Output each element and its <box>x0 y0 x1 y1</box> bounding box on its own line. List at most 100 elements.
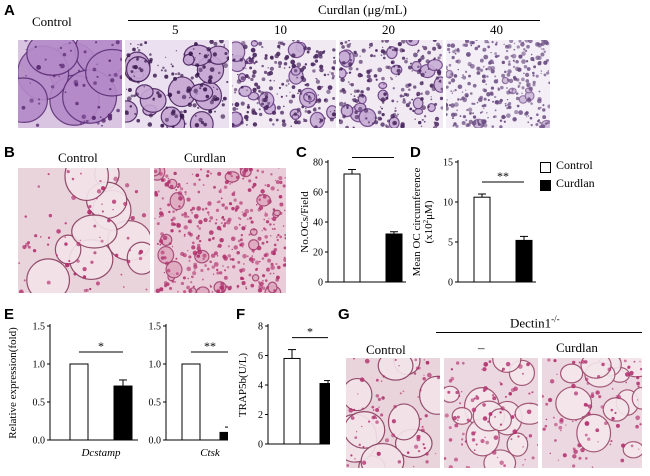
cell-nucleus <box>290 125 292 127</box>
cell-nucleus <box>300 75 305 80</box>
cell-nucleus <box>270 173 273 176</box>
cell-nucleus <box>485 68 488 71</box>
cell-nucleus <box>388 46 392 49</box>
cell-nucleus <box>397 65 401 69</box>
y-tick-label: 0 <box>258 440 263 451</box>
cell-nucleus <box>600 405 604 409</box>
micrograph-texture <box>125 40 229 128</box>
cell-nucleus <box>554 439 557 442</box>
micrograph-texture <box>444 358 538 468</box>
cell-nucleus <box>205 174 210 178</box>
cell-nucleus <box>347 81 350 83</box>
cell-nucleus <box>188 51 193 57</box>
cell-nucleus <box>270 262 274 266</box>
cell-nucleus <box>380 54 383 57</box>
cell-nucleus <box>524 458 526 461</box>
cell-nucleus <box>213 262 219 267</box>
cell-nucleus <box>112 209 114 211</box>
cell-nucleus <box>56 229 61 234</box>
cell-nucleus <box>111 43 114 47</box>
cell-nucleus <box>209 216 214 220</box>
cell-nucleus <box>334 114 336 116</box>
cell-nucleus <box>456 109 459 112</box>
cell-body <box>157 246 175 264</box>
cell-nucleus <box>521 59 526 64</box>
cell-nucleus <box>510 54 513 58</box>
cell-nucleus <box>180 251 185 257</box>
cell-nucleus <box>385 438 390 443</box>
cell-nucleus <box>202 184 205 187</box>
cell-body <box>451 407 473 425</box>
cell-nucleus <box>101 124 103 127</box>
cell-nucleus <box>467 107 473 112</box>
cell-nucleus <box>66 169 70 174</box>
cell-nucleus <box>219 40 224 44</box>
cell-nucleus <box>190 208 193 212</box>
cell-nucleus <box>279 235 283 239</box>
cell-nucleus <box>423 120 426 123</box>
cell-nucleus <box>207 201 212 206</box>
cell-nucleus <box>629 370 634 376</box>
cell-nucleus <box>58 75 60 78</box>
cell-nucleus <box>179 110 183 114</box>
cell-nucleus <box>296 40 300 44</box>
micrograph-texture <box>446 40 550 128</box>
panel-label-e: E <box>4 306 15 323</box>
cell-nucleus <box>475 443 478 446</box>
cell-nucleus <box>436 42 440 47</box>
cell-nucleus <box>578 456 582 460</box>
cell-nucleus <box>249 66 253 70</box>
cell-nucleus <box>486 75 489 78</box>
cell-nucleus <box>231 248 233 251</box>
cell-nucleus <box>305 93 309 96</box>
cell-nucleus <box>446 47 451 52</box>
cell-nucleus <box>256 245 262 251</box>
cell-nucleus <box>462 115 467 119</box>
cell-body <box>250 40 259 47</box>
cell-nucleus <box>119 75 122 80</box>
cell-nucleus <box>258 41 263 46</box>
cell-nucleus <box>228 202 233 206</box>
cell-nucleus <box>434 121 440 127</box>
cell-nucleus <box>88 204 92 209</box>
y-tick-label: 8 <box>258 322 263 333</box>
cell-nucleus <box>225 285 229 288</box>
cell-nucleus <box>175 272 179 276</box>
cell-nucleus <box>190 281 193 284</box>
cell-nucleus <box>107 113 113 119</box>
cell-nucleus <box>469 112 472 115</box>
cell-nucleus <box>420 97 424 101</box>
cell-nucleus <box>145 41 147 44</box>
cell-nucleus <box>417 65 420 69</box>
micrograph-a-control <box>18 40 122 128</box>
cell-nucleus <box>318 54 323 59</box>
cell-nucleus <box>241 41 246 46</box>
cell-nucleus <box>595 428 600 433</box>
cell-nucleus <box>171 125 175 128</box>
cell-nucleus <box>192 48 195 50</box>
cell-nucleus <box>610 440 613 443</box>
cell-nucleus <box>252 69 257 75</box>
cell-nucleus <box>446 113 448 117</box>
y-tick-label: 15 <box>443 158 453 169</box>
micrograph-g-dectin-minus <box>444 358 538 468</box>
cell-nucleus <box>132 47 136 52</box>
cell-nucleus <box>24 215 27 218</box>
cell-nucleus <box>209 284 212 287</box>
cell-nucleus <box>505 44 510 49</box>
cell-nucleus <box>167 180 171 184</box>
cell-nucleus <box>481 369 483 371</box>
cell-nucleus <box>232 58 236 62</box>
cell-nucleus <box>346 72 348 74</box>
cell-nucleus <box>280 41 284 45</box>
cell-nucleus <box>114 253 119 258</box>
cell-nucleus <box>439 96 443 101</box>
cell-nucleus <box>405 103 410 108</box>
cell-nucleus <box>361 407 364 410</box>
cell-nucleus <box>317 85 322 91</box>
cell-nucleus <box>125 88 128 90</box>
cell-nucleus <box>354 458 356 460</box>
cell-nucleus <box>487 41 490 44</box>
cell-nucleus <box>241 267 246 273</box>
cell-nucleus <box>29 82 31 84</box>
